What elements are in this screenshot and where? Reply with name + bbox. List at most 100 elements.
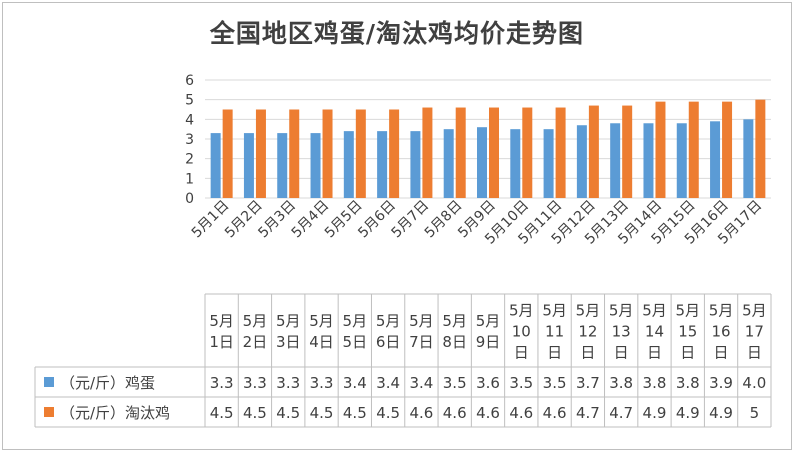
table-header-label: 日 — [580, 344, 595, 362]
table-header-label: 5月 — [276, 312, 301, 330]
table-header-label: 5月 — [542, 302, 567, 320]
table-header-label: 5月 — [343, 312, 368, 330]
bar-hen — [322, 109, 333, 198]
bar-hen — [389, 109, 400, 198]
table-cell: 4.7 — [576, 404, 600, 422]
bar-hen — [555, 107, 566, 198]
bar-egg — [643, 123, 654, 198]
table-cell: 4.5 — [243, 404, 267, 422]
table-cell: 4.5 — [210, 404, 234, 422]
y-tick-label: 1 — [185, 171, 194, 187]
table-cell: 3.3 — [310, 374, 334, 392]
table-header-label: 12 — [578, 323, 597, 341]
table-cell: 4.9 — [643, 404, 667, 422]
table-header-label: 5月 — [442, 312, 467, 330]
y-tick-label: 6 — [185, 73, 194, 89]
bar-hen — [455, 107, 466, 198]
y-tick-label: 4 — [185, 112, 194, 128]
legend-label: （元/斤）淘汰鸡 — [60, 404, 170, 422]
table-header-label: 日 — [547, 344, 562, 362]
table-header-label: 17 — [745, 323, 764, 341]
table-header-label: 5月 — [209, 312, 234, 330]
table-header-label: 5月 — [742, 302, 767, 320]
table-header-label: 5月 — [709, 302, 734, 320]
table-cell: 3.4 — [376, 374, 400, 392]
bar-egg — [543, 129, 554, 198]
table-cell: 3.4 — [409, 374, 433, 392]
table-header-label: 日 — [514, 344, 529, 362]
bar-egg — [576, 125, 587, 198]
table-cell: 4.6 — [476, 404, 500, 422]
table-header-label: 16 — [712, 323, 731, 341]
table-header-label: 13 — [612, 323, 631, 341]
table-header-label: 5月 — [476, 312, 501, 330]
bar-hen — [755, 99, 766, 198]
bar-hen — [222, 109, 233, 198]
table-header-label: 7日 — [409, 333, 434, 351]
table-header-label: 日 — [680, 344, 695, 362]
table-cell: 3.5 — [509, 374, 533, 392]
table-cell: 3.8 — [609, 374, 633, 392]
bar-hen — [289, 109, 300, 198]
legend-key-hen — [44, 407, 54, 417]
table-cell: 4.0 — [742, 374, 766, 392]
table-cell: 4.6 — [443, 404, 467, 422]
table-cell: 4.6 — [543, 404, 567, 422]
table-cell: 5 — [750, 404, 760, 422]
table-header-label: 5月 — [509, 302, 534, 320]
table-header-label: 5月 — [675, 302, 700, 320]
table-header-label: 日 — [714, 344, 729, 362]
table-header-label: 11 — [545, 323, 564, 341]
table-header-label: 5月 — [243, 312, 268, 330]
bar-egg — [443, 129, 454, 198]
bar-egg — [610, 123, 621, 198]
table-cell: 4.7 — [609, 404, 633, 422]
table-cell: 3.3 — [243, 374, 267, 392]
table-cell: 3.5 — [543, 374, 567, 392]
table-header-label: 5月 — [609, 302, 634, 320]
legend-label: （元/斤）鸡蛋 — [60, 374, 155, 392]
table-header-label: 日 — [647, 344, 662, 362]
legend-key-egg — [44, 377, 54, 387]
table-header-label: 1日 — [209, 333, 234, 351]
table-header-label: 5月 — [309, 312, 334, 330]
bar-egg — [343, 131, 354, 198]
bar-egg — [743, 119, 754, 198]
bar-hen — [722, 101, 733, 198]
table-cell: 3.7 — [576, 374, 600, 392]
bar-egg — [243, 133, 254, 198]
bar-hen — [655, 101, 666, 198]
table-header-label: 5月 — [642, 302, 667, 320]
table-cell: 4.9 — [709, 404, 733, 422]
y-tick-label: 0 — [185, 191, 194, 207]
table-header-label: 日 — [614, 344, 629, 362]
table-cell: 4.5 — [276, 404, 300, 422]
table-cell: 3.3 — [276, 374, 300, 392]
table-cell: 4.6 — [409, 404, 433, 422]
table-header-label: 5日 — [343, 333, 368, 351]
table-header-label: 4日 — [309, 333, 334, 351]
bar-egg — [277, 133, 288, 198]
table-cell: 3.8 — [643, 374, 667, 392]
table-header-label: 3日 — [276, 333, 301, 351]
table-cell: 4.5 — [310, 404, 334, 422]
table-header-label: 9日 — [476, 333, 501, 351]
table-cell: 3.6 — [476, 374, 500, 392]
table-header-label: 2日 — [243, 333, 268, 351]
table-header-label: 10 — [512, 323, 531, 341]
bar-hen — [355, 109, 366, 198]
table-cell: 4.5 — [376, 404, 400, 422]
bar-egg — [676, 123, 687, 198]
table-cell: 3.5 — [443, 374, 467, 392]
table-cell: 3.8 — [676, 374, 700, 392]
bar-hen — [522, 107, 533, 198]
table-cell: 4.9 — [676, 404, 700, 422]
table-cell: 4.6 — [509, 404, 533, 422]
table-header-label: 14 — [645, 323, 664, 341]
table-header-label: 5月 — [376, 312, 401, 330]
table-header-label: 5月 — [409, 312, 434, 330]
table-header-label: 6日 — [376, 333, 401, 351]
bar-hen — [622, 105, 633, 198]
